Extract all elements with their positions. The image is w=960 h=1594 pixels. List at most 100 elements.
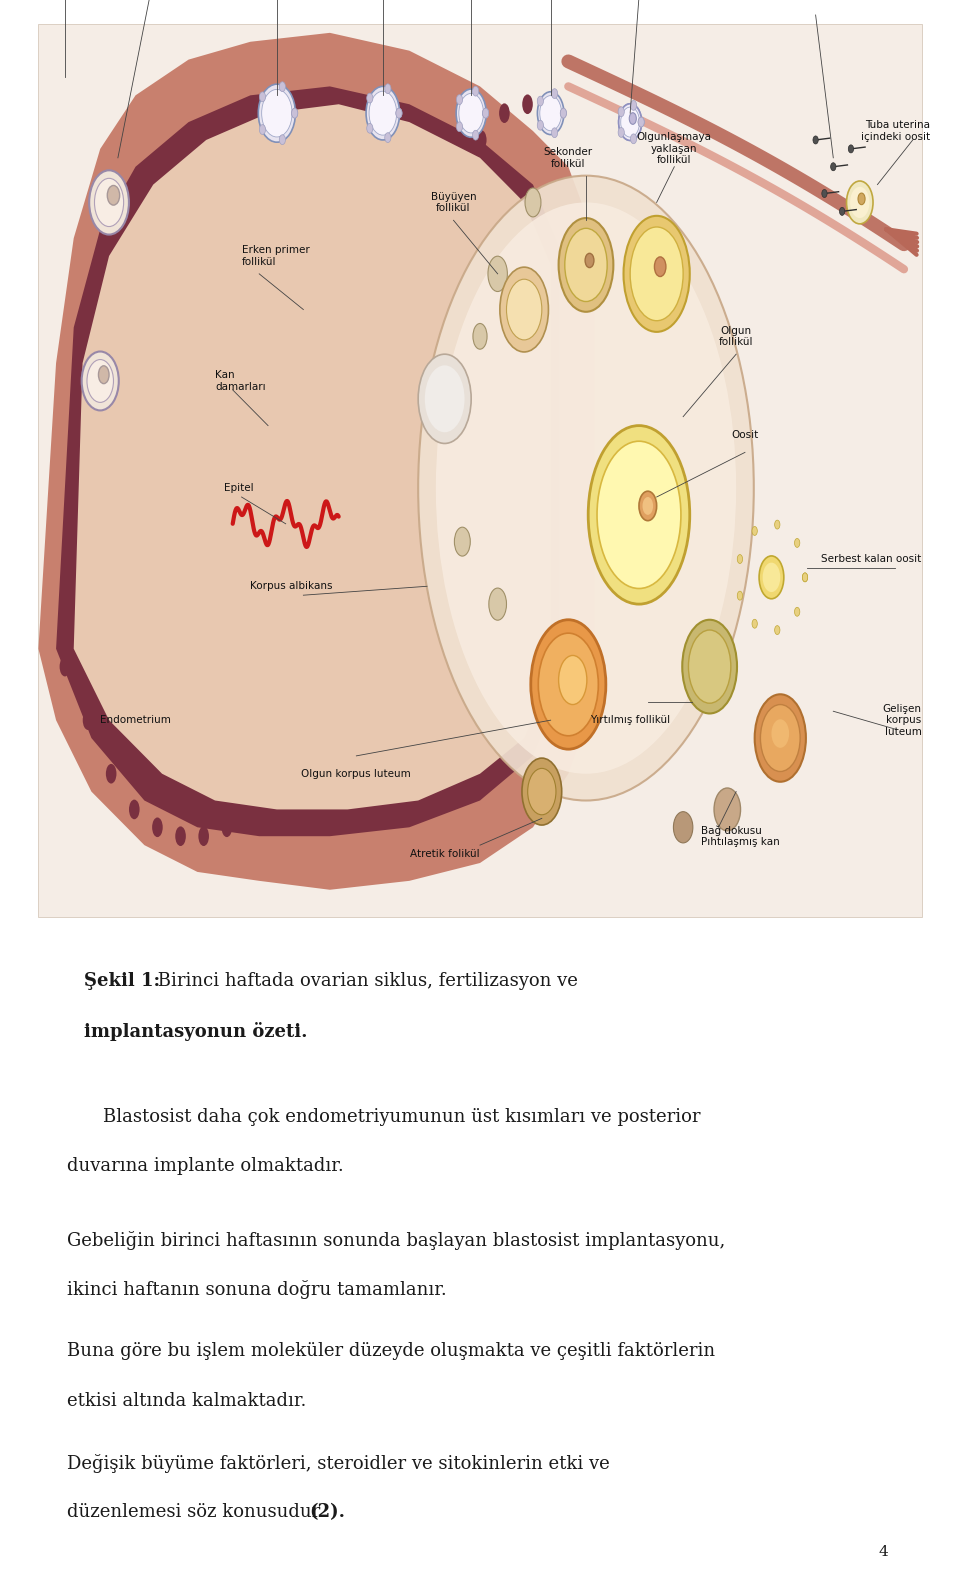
Ellipse shape <box>459 94 484 132</box>
Ellipse shape <box>279 81 285 91</box>
Ellipse shape <box>655 257 666 276</box>
Text: Gebeliğin birinci haftasının sonunda başlayan blastosist implantasyonu,: Gebeliğin birinci haftasının sonunda baş… <box>67 1231 726 1250</box>
Ellipse shape <box>436 202 736 773</box>
Text: Korpus albikans: Korpus albikans <box>251 582 333 591</box>
Ellipse shape <box>588 426 690 604</box>
Ellipse shape <box>488 257 508 292</box>
Ellipse shape <box>456 94 463 105</box>
Ellipse shape <box>89 171 129 234</box>
Ellipse shape <box>507 279 541 340</box>
Ellipse shape <box>559 655 587 705</box>
Ellipse shape <box>424 365 465 432</box>
Ellipse shape <box>129 800 139 819</box>
Text: Atretik folikül: Atretik folikül <box>410 850 479 859</box>
Ellipse shape <box>822 190 828 198</box>
Ellipse shape <box>369 91 396 135</box>
Ellipse shape <box>456 121 463 132</box>
Ellipse shape <box>839 207 845 215</box>
Ellipse shape <box>618 128 624 137</box>
Ellipse shape <box>538 121 543 131</box>
Text: Değişik büyüme faktörleri, steroidler ve sitokinlerin etki ve: Değişik büyüme faktörleri, steroidler ve… <box>67 1454 610 1473</box>
Text: Erken primer
follikül: Erken primer follikül <box>242 245 309 266</box>
Ellipse shape <box>752 526 757 536</box>
Ellipse shape <box>714 787 740 830</box>
Ellipse shape <box>360 354 371 373</box>
Ellipse shape <box>453 156 464 177</box>
Text: Kan
damarları: Kan damarları <box>215 370 266 392</box>
Ellipse shape <box>545 104 556 123</box>
Ellipse shape <box>559 218 613 312</box>
Ellipse shape <box>760 705 801 771</box>
Ellipse shape <box>108 185 120 206</box>
Text: Olgun
follikül: Olgun follikül <box>719 325 754 347</box>
Ellipse shape <box>430 193 441 212</box>
Text: Sekonder
follikül: Sekonder follikül <box>543 147 593 169</box>
Ellipse shape <box>396 108 402 118</box>
Ellipse shape <box>83 711 93 730</box>
Ellipse shape <box>858 193 865 204</box>
Text: Endometrium: Endometrium <box>100 716 171 725</box>
Ellipse shape <box>849 145 853 153</box>
Text: Buna göre bu işlem moleküler düzeyde oluşmakta ve çeşitli faktörlerin: Buna göre bu işlem moleküler düzeyde olu… <box>67 1342 715 1360</box>
Ellipse shape <box>630 226 684 320</box>
Ellipse shape <box>585 253 594 268</box>
Ellipse shape <box>522 759 562 826</box>
Text: ikinci haftanın sonuna doğru tamamlanır.: ikinci haftanın sonuna doğru tamamlanır. <box>67 1280 447 1299</box>
Ellipse shape <box>245 800 255 819</box>
Ellipse shape <box>291 756 301 775</box>
Ellipse shape <box>618 104 641 140</box>
Ellipse shape <box>152 818 163 837</box>
Polygon shape <box>56 86 560 837</box>
Text: Oosit: Oosit <box>732 429 758 440</box>
Bar <box>38 24 922 917</box>
Ellipse shape <box>176 826 186 846</box>
Ellipse shape <box>538 92 564 134</box>
Ellipse shape <box>813 135 818 143</box>
Ellipse shape <box>525 188 540 217</box>
Text: düzenlemesi söz konusudur: düzenlemesi söz konusudur <box>67 1503 326 1521</box>
Ellipse shape <box>279 135 285 145</box>
Ellipse shape <box>94 179 124 226</box>
Ellipse shape <box>737 555 743 564</box>
Ellipse shape <box>383 300 394 319</box>
Text: Epitel: Epitel <box>224 483 253 493</box>
Text: Gelişen
korpus
luteum: Gelişen korpus luteum <box>882 703 922 736</box>
Text: Olgun korpus luteum: Olgun korpus luteum <box>301 768 411 779</box>
Text: Büyüyen
follikül: Büyüyen follikül <box>431 191 476 214</box>
Ellipse shape <box>199 826 209 846</box>
Ellipse shape <box>775 520 780 529</box>
Ellipse shape <box>540 649 561 684</box>
Ellipse shape <box>407 245 418 266</box>
Ellipse shape <box>673 811 693 843</box>
Ellipse shape <box>688 630 731 703</box>
Ellipse shape <box>621 107 639 137</box>
Ellipse shape <box>99 365 109 384</box>
Ellipse shape <box>337 416 348 435</box>
Ellipse shape <box>385 132 391 142</box>
Ellipse shape <box>629 113 636 124</box>
Ellipse shape <box>259 124 266 134</box>
Ellipse shape <box>82 352 119 410</box>
Ellipse shape <box>456 89 486 137</box>
Ellipse shape <box>454 528 470 556</box>
Ellipse shape <box>795 607 800 617</box>
Ellipse shape <box>106 764 116 784</box>
Text: Olgunlaşmaya
yaklaşan
follikül: Olgunlaşmaya yaklaşan follikül <box>636 132 711 166</box>
Ellipse shape <box>473 324 487 349</box>
Ellipse shape <box>803 572 807 582</box>
Text: 4: 4 <box>878 1545 888 1559</box>
Ellipse shape <box>564 228 607 301</box>
Ellipse shape <box>597 442 681 588</box>
Text: (2).: (2). <box>309 1503 346 1521</box>
Ellipse shape <box>222 818 232 837</box>
Text: Yırtılmış follikül: Yırtılmış follikül <box>590 716 670 725</box>
Ellipse shape <box>385 84 391 94</box>
Ellipse shape <box>258 84 296 142</box>
Ellipse shape <box>259 92 266 102</box>
Ellipse shape <box>292 108 298 118</box>
Ellipse shape <box>292 108 298 118</box>
Ellipse shape <box>396 108 402 118</box>
Ellipse shape <box>472 131 479 140</box>
Ellipse shape <box>367 123 372 134</box>
Ellipse shape <box>268 781 278 802</box>
